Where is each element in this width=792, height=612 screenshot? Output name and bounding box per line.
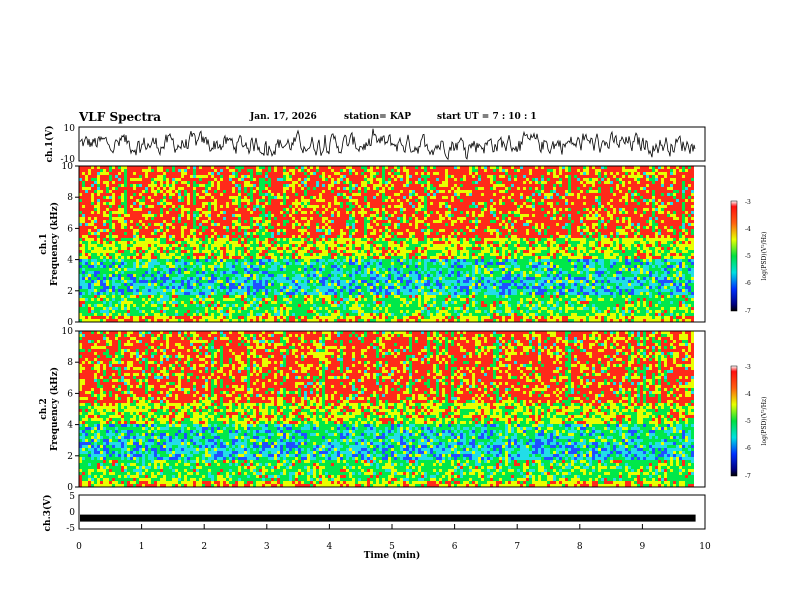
ch3-ytick-top: 5 [69, 492, 75, 502]
cb2-label: log(PSD)(V²/Hz) [761, 397, 768, 446]
xtick-label-1: 1 [139, 542, 145, 552]
xtick-label-3: 3 [264, 542, 270, 552]
xtick-label-6: 6 [452, 542, 458, 552]
ch3-ytick-mid: 0 [69, 508, 75, 518]
ch1-spectrogram-panel: ch.1 Frequency (kHz) 0 2 4 6 8 10 [39, 162, 706, 328]
xtick-label-7: 7 [514, 542, 520, 552]
yt2-ytick-label-1: 2 [67, 287, 73, 297]
cb2-tick-2: -5 [745, 418, 751, 425]
yt3-ytick-label-3: 6 [67, 389, 73, 399]
x-axis-label: Time (min) [364, 550, 421, 561]
cb1-tick-3: -6 [745, 280, 751, 287]
yt2-ytick-label-5: 10 [62, 162, 74, 172]
yt3-ytick-label-1: 2 [67, 452, 73, 462]
ch2-spec-ylabel-freq: Frequency (kHz) [49, 367, 60, 451]
ch1-waveform-panel: 10 -10 ch.1(V) [44, 124, 706, 165]
start-ut-label: start UT = 7 : 10 : 1 [437, 112, 537, 122]
yt2-ytick-label-3: 6 [67, 224, 73, 234]
cb1-tick-4: -7 [745, 308, 751, 315]
ch1-colorbar: -3 -4 -5 -6 -7 log(PSD)(V²/Hz) [730, 199, 768, 315]
xtick-label-0: 0 [76, 542, 82, 552]
xtick-label-4: 4 [327, 542, 333, 552]
cb1-tick-0: -3 [745, 199, 751, 206]
cb1-label: log(PSD)(V²/Hz) [761, 232, 768, 281]
ch1-spec-ylabel-freq: Frequency (kHz) [49, 202, 60, 286]
ch1-spectrogram-image [79, 166, 705, 322]
ch3-ytick-bottom: -5 [66, 524, 75, 534]
ch3-waveform-line [80, 514, 696, 522]
cb2-tick-0: -3 [745, 364, 751, 371]
yt3-ytick-label-4: 8 [67, 358, 73, 368]
yt3-ytick-label-2: 4 [67, 421, 73, 431]
xtick-label-2: 2 [201, 542, 207, 552]
cb2-tick-3: -6 [745, 445, 751, 452]
cb2-tick-1: -4 [745, 391, 751, 398]
ch2-spec-ylabel-channel: ch.2 [39, 398, 49, 419]
chart-title: VLF Spectra [79, 110, 161, 124]
ch2-colorbar: -3 -4 -5 -6 -7 log(PSD)(V²/Hz) [730, 364, 768, 480]
yt3-ytick-label-5: 10 [62, 327, 74, 337]
yt2-ytick-label-0: 0 [67, 318, 73, 328]
xtick-label-5: 5 [389, 542, 395, 552]
ch1-spec-ylabel-channel: ch.1 [39, 233, 49, 254]
xtick-label-8: 8 [577, 542, 583, 552]
ch1-ytick-bottom: -10 [61, 155, 76, 165]
ch1-waveform-line [79, 128, 696, 161]
cb1-tick-2: -5 [745, 253, 751, 260]
xtick-label-10: 10 [699, 542, 711, 552]
xtick-label-9: 9 [640, 542, 646, 552]
yt3-ytick-label-0: 0 [67, 483, 73, 493]
station-label: station= KAP [344, 112, 411, 122]
date-label: Jan. 17, 2026 [250, 112, 317, 122]
yt2-ytick-label-4: 8 [67, 193, 73, 203]
ch1-ytick-top: 10 [64, 124, 76, 134]
ch1-wave-ylabel: ch.1(V) [44, 126, 55, 163]
ch2-spectrogram-image [79, 331, 705, 487]
ch3-wave-ylabel: ch.3(V) [42, 495, 53, 532]
ch2-spectrogram-panel: ch.2 Frequency (kHz) 0 2 4 6 8 10 [39, 327, 706, 493]
cb2-tick-4: -7 [745, 473, 751, 480]
cb1-tick-1: -4 [745, 226, 751, 233]
ch3-waveform-panel: 5 0 -5 ch.3(V) 0 1 2 3 4 5 6 7 8 9 10 Time (min) [42, 492, 711, 561]
yt2-ytick-label-2: 4 [67, 256, 73, 266]
